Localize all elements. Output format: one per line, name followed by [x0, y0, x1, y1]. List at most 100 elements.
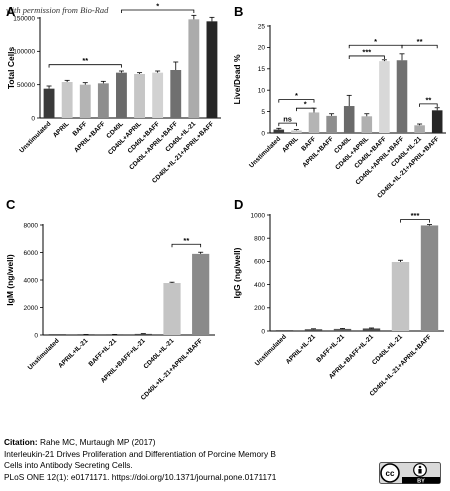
- citation-label: Citation:: [4, 437, 38, 447]
- y-tick-label: 8000: [24, 222, 39, 229]
- bar: [192, 253, 210, 335]
- significance-bracket: [296, 107, 315, 112]
- category-label: APRIL: [52, 120, 71, 139]
- bar: [134, 333, 152, 335]
- significance-label: ***: [362, 47, 371, 56]
- y-tick-label: 5: [261, 109, 265, 116]
- cc-by-license-badge[interactable]: cc BY: [379, 462, 441, 484]
- category-label: Unstimulated: [254, 333, 288, 367]
- y-axis-title: Total Cells: [6, 47, 16, 90]
- citation-authors: Rahe MC, Murtaugh MP (2017): [39, 437, 156, 447]
- significance-label: ns: [283, 115, 292, 124]
- bar: [420, 225, 439, 331]
- panel-d: D IgG (ng/well) 0 200 400 600 800 1000 Unstimula…: [232, 197, 444, 398]
- significance-label: *: [304, 100, 307, 109]
- category-label: Unstimulated: [248, 135, 282, 169]
- bar: [163, 283, 181, 335]
- significance-bracket: [48, 64, 122, 68]
- panel-letter: A: [6, 4, 16, 19]
- y-tick-label: 800: [254, 236, 265, 243]
- citation-title-line-1: Interleukin-21 Drives Proliferation and …: [4, 448, 276, 459]
- y-tick-label: 200: [254, 305, 265, 312]
- y-tick-label: 4000: [24, 277, 39, 284]
- category-label: Unstimulated: [18, 120, 52, 154]
- significance-bracket: [419, 103, 438, 107]
- significance-label: **: [425, 95, 431, 104]
- cc-text: cc: [386, 469, 395, 478]
- significance-bracket: [278, 99, 315, 103]
- bar: [308, 112, 320, 133]
- y-tick-label: 100000: [13, 49, 35, 56]
- bar: [396, 60, 408, 133]
- category-label: CD40L+IL-21+APRIL+BAFF: [140, 337, 204, 401]
- y-tick-label: 0: [261, 328, 265, 335]
- bar: [170, 70, 182, 118]
- significance-label: **: [82, 56, 88, 65]
- panel-c: C IgM (ng/well) 0 2000 4000 6000 8000 Unstimula…: [5, 197, 215, 402]
- bar: [206, 21, 218, 118]
- bar: [275, 330, 294, 331]
- y-tick-label: 0: [34, 332, 38, 339]
- bar: [326, 115, 337, 133]
- bar: [291, 130, 302, 133]
- y-tick-label: 1000: [251, 212, 266, 219]
- category-label: APRIL+IL-21: [57, 337, 89, 369]
- bar: [431, 110, 443, 133]
- bar: [188, 19, 200, 118]
- significance-bracket: [278, 122, 297, 127]
- panel-letter: D: [234, 197, 243, 212]
- bar: [343, 106, 355, 133]
- y-axis-title: IgM (ng/well): [5, 254, 15, 306]
- significance-bracket: [121, 9, 195, 13]
- citation-title-line-2: Cells into Antibody Secreting Cells.: [4, 460, 133, 471]
- bar: [152, 72, 164, 118]
- significance-label: **: [183, 236, 189, 245]
- bar: [391, 261, 410, 331]
- panel-letter: B: [234, 4, 243, 19]
- y-tick-label: 400: [254, 282, 265, 289]
- bar: [361, 116, 373, 133]
- bar: [362, 328, 381, 331]
- category-label: CD40L+IL-21+APRIL+BAFF: [369, 333, 433, 397]
- bar: [116, 72, 127, 118]
- y-tick-label: 600: [254, 259, 265, 266]
- category-label: APRIL: [281, 135, 300, 154]
- y-tick-label: 2000: [24, 305, 39, 312]
- significance-label: *: [295, 91, 298, 100]
- bar: [43, 88, 55, 118]
- significance-label: *: [156, 2, 159, 11]
- y-tick-label: 25: [258, 23, 266, 30]
- bar: [134, 74, 145, 118]
- bar: [304, 329, 323, 331]
- y-tick-label: 50000: [17, 82, 35, 89]
- y-tick-label: 20: [258, 45, 266, 52]
- citation-line-1: Citation: Rahe MC, Murtaugh MP (2017): [4, 437, 374, 449]
- citation-journal[interactable]: PLoS ONE 12(1): e0171171. https://doi.or…: [4, 471, 277, 482]
- category-label: APRIL+IL-21: [285, 333, 317, 365]
- significance-label: ***: [411, 211, 420, 220]
- significance-label: **: [417, 37, 423, 46]
- bar: [61, 82, 73, 118]
- significance-bracket: [400, 219, 430, 223]
- y-tick-label: 6000: [24, 250, 39, 257]
- category-label: BAFF+IL-21: [315, 333, 346, 364]
- significance-bracket: [401, 44, 438, 49]
- y-axis-title: IgG (ng/well): [232, 247, 242, 298]
- y-tick-label: 150000: [13, 15, 35, 22]
- by-text: BY: [417, 478, 425, 484]
- category-label: BAFF+IL-21: [87, 337, 118, 368]
- y-tick-label: 15: [258, 66, 266, 73]
- y-tick-label: 0: [31, 115, 35, 122]
- bar: [414, 125, 425, 133]
- bar: [79, 84, 91, 118]
- bar: [48, 334, 66, 335]
- significance-bracket: [348, 55, 385, 59]
- y-tick-label: 10: [258, 88, 266, 95]
- bar: [273, 129, 285, 133]
- category-label: Unstimulated: [27, 337, 61, 371]
- y-axis-title: Live/Dead %: [232, 54, 242, 105]
- y-tick-label: 0: [261, 130, 265, 137]
- cc-icon: [380, 463, 400, 483]
